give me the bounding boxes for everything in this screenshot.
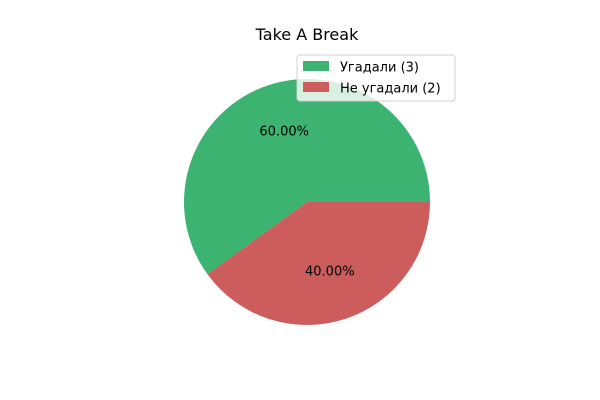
legend-label-0: Угадали (3) — [340, 61, 419, 76]
chart-title: Take A Break — [255, 25, 359, 44]
legend-swatch-0 — [303, 61, 329, 71]
pie-slice-label-0: 60.00% — [259, 124, 309, 139]
pie-slices — [183, 79, 431, 326]
pie-slice-1 — [207, 202, 431, 326]
legend-frame — [296, 54, 456, 102]
legend-label-1: Не угадали (2) — [340, 82, 441, 97]
pie-slice-label-1: 40.00% — [305, 265, 355, 280]
pie-slice-labels: 60.00% 40.00% — [259, 124, 354, 279]
legend-swatch-1 — [303, 82, 329, 92]
pie-slice-0 — [183, 79, 430, 275]
chart-legend: Угадали (3) Не угадали (2) — [296, 54, 456, 102]
